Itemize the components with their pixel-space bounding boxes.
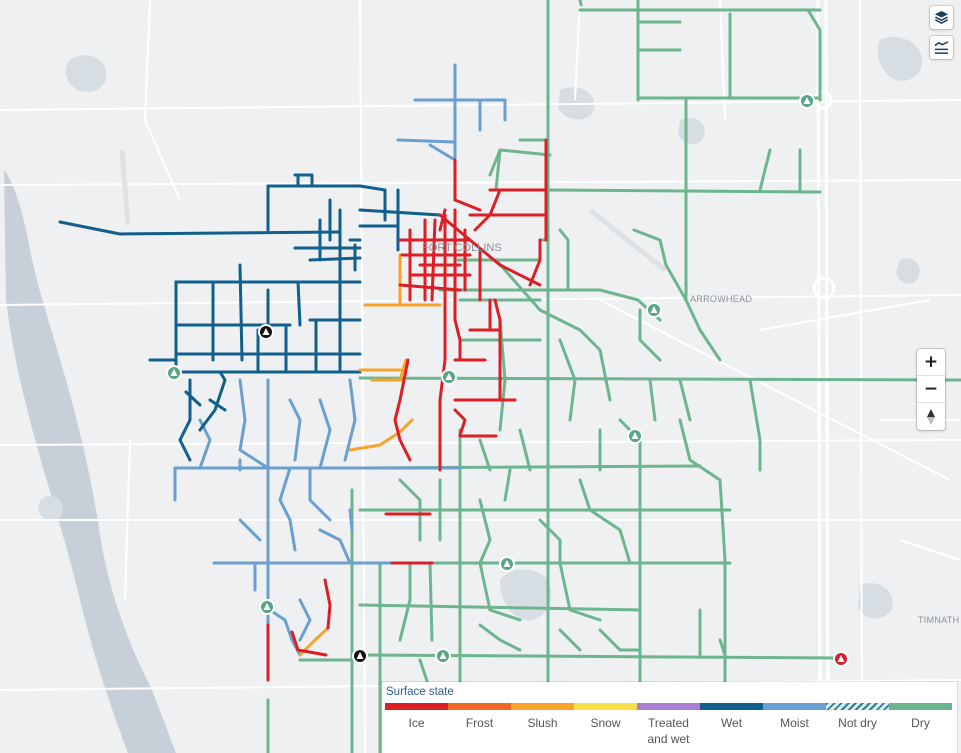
chart-icon <box>934 41 949 54</box>
interstate-highway <box>816 0 830 753</box>
compass-icon <box>927 408 935 425</box>
camera-marker-offline[interactable] <box>258 324 274 340</box>
camera-marker-normal[interactable] <box>499 556 515 572</box>
interchange <box>813 90 833 110</box>
zoom-out-button[interactable]: − <box>917 376 945 403</box>
legend-swatch <box>700 703 763 710</box>
place-label-arrowhead: ARROWHEAD <box>690 294 752 304</box>
legend-title: Surface state <box>386 686 454 698</box>
layers-button[interactable] <box>930 6 953 29</box>
layers-icon <box>934 10 949 24</box>
zoom-in-button[interactable]: + <box>917 349 945 376</box>
legend-swatch <box>826 703 889 710</box>
surface-state-legend: Surface state Ice Frost Slush Snow Treated a… <box>382 682 957 753</box>
lake <box>858 583 893 619</box>
place-label-fort-collins: FORT COLLINS <box>422 242 502 254</box>
chart-button[interactable] <box>930 36 953 59</box>
camera-marker-normal[interactable] <box>799 93 815 109</box>
legend-swatch <box>448 703 511 710</box>
lake <box>896 258 920 284</box>
camera-marker-normal[interactable] <box>441 369 457 385</box>
legend-label: Frost <box>465 716 494 730</box>
legend-swatch <box>637 703 700 710</box>
legend-swatch <box>385 703 448 710</box>
legend-item-wet: Wet <box>700 703 763 747</box>
interchange <box>812 276 836 300</box>
camera-marker-offline[interactable] <box>352 648 368 664</box>
legend-item-snow: Snow <box>574 703 637 747</box>
legend-label: Dry <box>911 716 930 730</box>
legend-label: Not dry <box>838 716 877 730</box>
lake <box>877 36 923 81</box>
legend-label: Wet <box>720 716 743 730</box>
legend-item-dry: Dry <box>889 703 952 747</box>
place-label-timnath: TIMNATH <box>918 615 959 625</box>
reservoir <box>4 170 176 753</box>
legend-label: Snow <box>590 716 621 730</box>
legend-swatch <box>574 703 637 710</box>
legend-item-frost: Frost <box>448 703 511 747</box>
camera-marker-normal[interactable] <box>166 365 182 381</box>
legend-label: Slush <box>527 716 558 730</box>
reset-north-button[interactable] <box>917 403 945 430</box>
lake <box>38 495 63 522</box>
roads-slush <box>298 253 442 657</box>
camera-marker-normal[interactable] <box>627 428 643 444</box>
legend-item-not-dry: Not dry <box>826 703 889 747</box>
legend-items: Ice Frost Slush Snow Treated and wet Wet Moist… <box>385 703 952 747</box>
legend-item-treated-and-wet: Treated and wet <box>637 703 700 747</box>
railway <box>119 149 667 272</box>
roads-ice <box>266 138 548 682</box>
legend-swatch <box>889 703 952 710</box>
legend-swatch <box>763 703 826 710</box>
roads-wet <box>58 173 442 462</box>
legend-label: Moist <box>780 716 809 730</box>
legend-item-slush: Slush <box>511 703 574 747</box>
legend-item-ice: Ice <box>385 703 448 747</box>
camera-marker-alert[interactable] <box>833 651 849 667</box>
camera-marker-normal[interactable] <box>646 302 662 318</box>
legend-label: Ice <box>408 716 425 730</box>
legend-swatch <box>511 703 574 710</box>
road-camera-markers[interactable] <box>166 93 849 667</box>
zoom-controls: + − <box>917 349 945 430</box>
lake <box>65 55 107 92</box>
legend-item-moist: Moist <box>763 703 826 747</box>
legend-label: Treated and wet <box>647 716 690 746</box>
camera-marker-normal[interactable] <box>435 648 451 664</box>
camera-marker-normal[interactable] <box>259 599 275 615</box>
